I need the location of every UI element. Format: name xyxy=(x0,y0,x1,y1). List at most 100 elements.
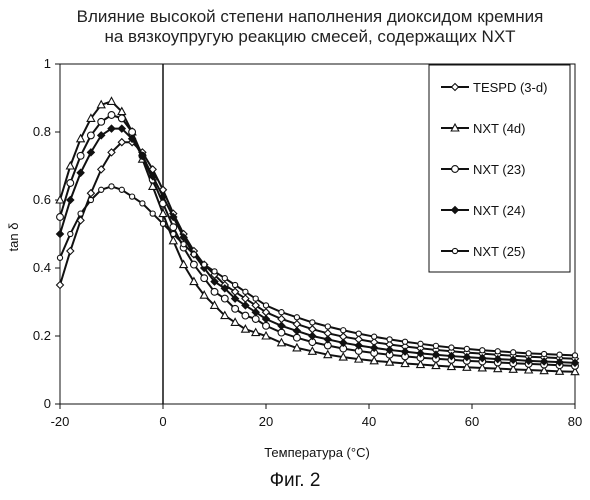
legend-label: NXT (25) xyxy=(473,244,526,259)
data-point xyxy=(108,112,115,119)
data-point xyxy=(88,197,93,202)
data-point xyxy=(263,303,268,308)
data-point xyxy=(211,288,218,295)
legend-label: TESPD (3-d) xyxy=(473,80,547,95)
legend-marker xyxy=(452,248,457,253)
data-point xyxy=(253,296,258,301)
data-point xyxy=(402,339,407,344)
data-point xyxy=(495,349,500,354)
data-point xyxy=(99,187,104,192)
data-point xyxy=(77,135,85,142)
data-point xyxy=(526,351,531,356)
data-point xyxy=(77,169,84,176)
data-point xyxy=(150,211,155,216)
data-point xyxy=(572,353,577,358)
data-point xyxy=(542,351,547,356)
data-point xyxy=(57,231,64,238)
data-point xyxy=(293,321,300,328)
data-point xyxy=(221,295,228,302)
data-point xyxy=(181,242,186,247)
data-point xyxy=(433,343,438,348)
data-point xyxy=(191,252,196,257)
data-point xyxy=(87,190,94,197)
chart-title-line-2: на вязкоупругую реакцию смесей, содержащ… xyxy=(104,27,515,46)
data-point xyxy=(98,118,105,125)
data-point xyxy=(170,224,177,231)
data-point xyxy=(78,211,83,216)
data-point xyxy=(67,197,74,204)
legend-label: NXT (4d) xyxy=(473,121,526,136)
data-point xyxy=(309,326,316,333)
data-point xyxy=(77,152,84,159)
data-point xyxy=(279,310,284,315)
data-point xyxy=(202,262,207,267)
data-point xyxy=(191,261,198,268)
data-point xyxy=(67,180,74,187)
y-tick-label: 0.6 xyxy=(33,192,51,207)
x-tick-label: 80 xyxy=(568,414,582,429)
legend-label: NXT (23) xyxy=(473,162,526,177)
data-point xyxy=(118,115,125,122)
data-point xyxy=(372,334,377,339)
figure-caption: Фиг. 2 xyxy=(0,470,590,492)
x-tick-label: 60 xyxy=(465,414,479,429)
data-point xyxy=(212,269,217,274)
data-point xyxy=(309,333,316,340)
data-point xyxy=(109,184,114,189)
data-point xyxy=(57,255,62,260)
data-point xyxy=(294,334,301,341)
data-point xyxy=(140,201,145,206)
data-point xyxy=(294,315,299,320)
data-point xyxy=(243,289,248,294)
data-point xyxy=(180,261,188,268)
data-point xyxy=(160,221,165,226)
data-point xyxy=(129,129,136,136)
y-tick-label: 0 xyxy=(44,396,51,411)
data-point xyxy=(130,194,135,199)
data-point xyxy=(67,162,75,169)
data-point xyxy=(449,345,454,350)
data-point xyxy=(67,248,74,255)
data-point xyxy=(278,322,285,329)
legend: TESPD (3-d) NXT (4d) NXT (23) NXT (24) NXT (… xyxy=(429,65,570,272)
y-axis-label: tan δ xyxy=(6,223,21,252)
data-point xyxy=(278,329,285,336)
data-point xyxy=(387,337,392,342)
x-tick-label: -20 xyxy=(51,414,70,429)
data-point xyxy=(252,316,259,323)
data-point xyxy=(171,231,176,236)
data-point xyxy=(57,282,64,289)
data-point xyxy=(233,282,238,287)
y-tick-label: 1 xyxy=(44,56,51,71)
data-point xyxy=(356,331,361,336)
x-tick-label: 20 xyxy=(259,414,273,429)
data-point xyxy=(464,346,469,351)
data-point xyxy=(232,305,239,312)
legend-label: NXT (24) xyxy=(473,203,526,218)
chart-title-line-1: Влияние высокой степени наполнения диокс… xyxy=(77,7,544,26)
y-tick-label: 0.8 xyxy=(33,124,51,139)
data-point xyxy=(222,276,227,281)
data-point xyxy=(263,322,270,329)
data-point xyxy=(119,187,124,192)
data-point xyxy=(201,275,208,282)
x-axis-label: Температура (°C) xyxy=(264,445,370,460)
x-tick-label: 0 xyxy=(159,414,166,429)
data-point xyxy=(310,320,315,325)
data-point xyxy=(511,350,516,355)
data-point xyxy=(340,339,347,346)
data-point xyxy=(325,324,330,329)
plot-area: 00.20.40.60.81-20020406080TESPD (3-d)NXT… xyxy=(33,56,582,429)
data-point xyxy=(418,341,423,346)
y-tick-label: 0.4 xyxy=(33,260,51,275)
data-point xyxy=(88,132,95,139)
data-point xyxy=(68,231,73,236)
legend-marker xyxy=(452,166,459,173)
y-tick-label: 0.2 xyxy=(33,328,51,343)
data-point xyxy=(108,97,116,104)
data-point xyxy=(324,336,331,343)
data-point xyxy=(557,352,562,357)
data-point xyxy=(57,214,64,221)
x-tick-label: 40 xyxy=(362,414,376,429)
data-point xyxy=(242,312,249,319)
